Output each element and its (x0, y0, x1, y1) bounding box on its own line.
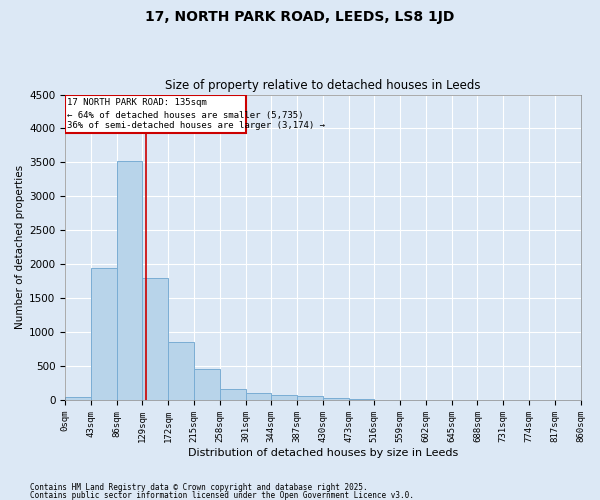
Bar (194, 370, 220, 400)
Bar (168, 342, 194, 400)
Title: Size of property relative to detached houses in Leeds: Size of property relative to detached ho… (165, 79, 481, 92)
Text: Contains public sector information licensed under the Open Government Licence v3: Contains public sector information licen… (30, 490, 414, 500)
Bar (91, 268, 116, 400)
Text: ← 64% of detached houses are smaller (5,735): ← 64% of detached houses are smaller (5,… (67, 111, 304, 120)
Bar (323, 398, 349, 400)
Text: Contains HM Land Registry data © Crown copyright and database right 2025.: Contains HM Land Registry data © Crown c… (30, 484, 368, 492)
Text: 17, NORTH PARK ROAD, LEEDS, LS8 1JD: 17, NORTH PARK ROAD, LEEDS, LS8 1JD (145, 10, 455, 24)
Bar (65, 396, 91, 400)
Y-axis label: Number of detached properties: Number of detached properties (15, 165, 25, 330)
Bar (297, 396, 323, 400)
Text: 36% of semi-detached houses are larger (3,174) →: 36% of semi-detached houses are larger (… (67, 120, 325, 130)
Bar (116, 161, 142, 400)
Bar (65, 94, 245, 132)
Bar (220, 389, 245, 400)
Bar (271, 395, 297, 400)
Bar (349, 399, 374, 400)
Text: 17 NORTH PARK ROAD: 135sqm: 17 NORTH PARK ROAD: 135sqm (67, 98, 206, 108)
Bar (245, 393, 271, 400)
X-axis label: Distribution of detached houses by size in Leeds: Distribution of detached houses by size … (188, 448, 458, 458)
Bar (142, 278, 168, 400)
